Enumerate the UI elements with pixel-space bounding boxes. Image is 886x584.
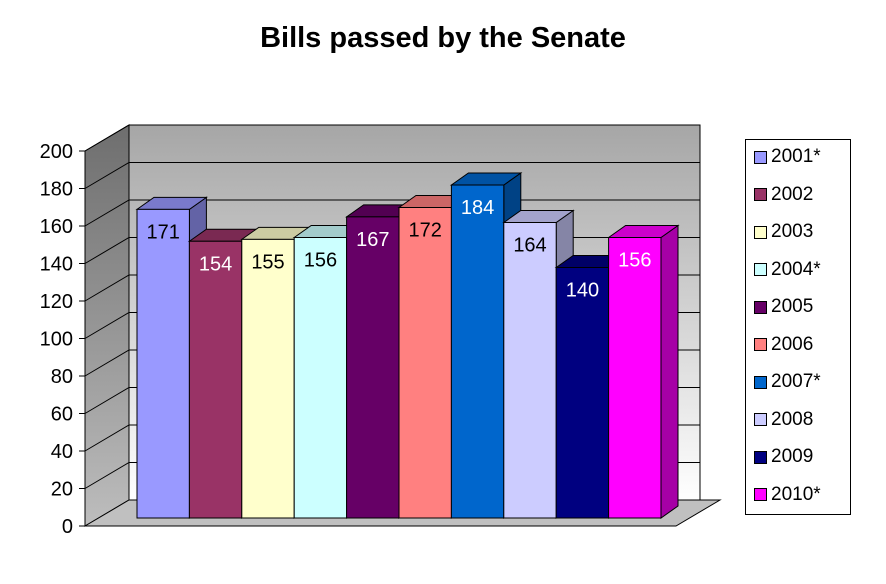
y-tick-label: 80 [51,366,73,388]
y-tick-label: 200 [40,141,73,163]
legend-item: 2004* [754,258,821,282]
bar-side [660,224,679,519]
legend-item: 2003 [754,220,813,244]
bar-value-label: 155 [251,251,284,273]
gridline [84,162,700,189]
legend-label: 2004* [771,258,821,280]
bar-value-label: 140 [566,280,599,302]
bar-front [346,216,400,519]
legend-swatch [754,338,767,351]
y-tick-label: 20 [51,479,73,501]
bar-front [188,240,243,519]
bar-front [293,237,348,519]
y-tick-label: 140 [40,254,73,276]
bar-value-label: 156 [304,250,337,272]
y-tick-label: 0 [62,516,73,538]
legend-label: 2003 [771,221,814,242]
y-tick-label: 100 [40,329,73,351]
legend-swatch [754,413,767,426]
legend-item: 2001* [754,145,821,169]
bar-front [136,208,190,519]
legend-item: 2002 [754,183,813,207]
bar-value-label: 167 [356,229,389,251]
legend-item: 2010* [754,483,821,507]
legend-label: 2006 [771,333,814,355]
y-tick-label: 120 [40,291,73,313]
legend-label: 2005 [771,296,814,317]
legend-label: 2009 [771,446,814,467]
y-axis: 0 20 40 60 80 100 120 140 160 180 200 [40,141,86,538]
legend-swatch [754,450,767,464]
legend-swatch [754,150,767,164]
bar-front [241,238,295,519]
bar-value-label: 154 [199,253,232,275]
legend-item: 2006 [754,333,813,357]
bar-2010*: 156 [607,224,680,519]
bar-value-label: 156 [618,250,651,272]
bar-value-label: 164 [513,235,546,257]
legend-item: 2007* [754,370,821,394]
legend: 2001* 2002 2003 2004* 2005 2006 2007* 2008 2009 2… [745,139,851,515]
legend-item: 2008 [754,408,813,432]
legend-label: 2007* [771,371,821,392]
bar-value-label: 171 [147,221,180,243]
y-tick-label: 40 [51,441,73,463]
chart-title: Bills passed by the Senate [260,22,626,54]
gridline [84,124,700,152]
legend-swatch [754,488,767,501]
y-tick-label: 160 [40,216,73,238]
bar-front [398,207,452,519]
legend-item: 2005 [754,295,813,319]
legend-label: 2010* [771,483,821,505]
legend-item: 2009 [754,445,813,469]
bar-front [555,267,610,519]
bar-value-label: 172 [409,220,442,242]
legend-label: 2008 [771,408,814,430]
legend-swatch [754,263,767,276]
bar-front [503,222,557,519]
y-tick-label: 180 [40,179,73,201]
legend-swatch [754,225,767,239]
legend-swatch [754,300,767,314]
legend-swatch [754,375,767,389]
bar-front [450,184,505,519]
legend-swatch [754,188,767,201]
legend-label: 2001* [771,146,821,167]
bar-front [608,237,662,519]
y-tick-label: 60 [51,404,73,426]
legend-label: 2002 [771,183,814,205]
bars: 171 154 155 156 167 172 184 164 140 156 [135,172,680,519]
bar-value-label: 184 [461,197,494,219]
